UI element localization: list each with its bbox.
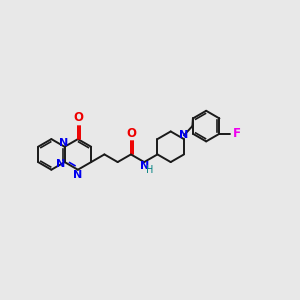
Text: H: H: [146, 165, 154, 175]
Text: O: O: [73, 111, 83, 124]
Text: N: N: [73, 170, 83, 180]
Text: N: N: [179, 130, 189, 140]
Text: N: N: [58, 138, 68, 148]
Text: N: N: [140, 161, 149, 172]
Text: N: N: [56, 158, 65, 169]
Text: F: F: [232, 127, 241, 140]
Text: O: O: [126, 127, 136, 140]
